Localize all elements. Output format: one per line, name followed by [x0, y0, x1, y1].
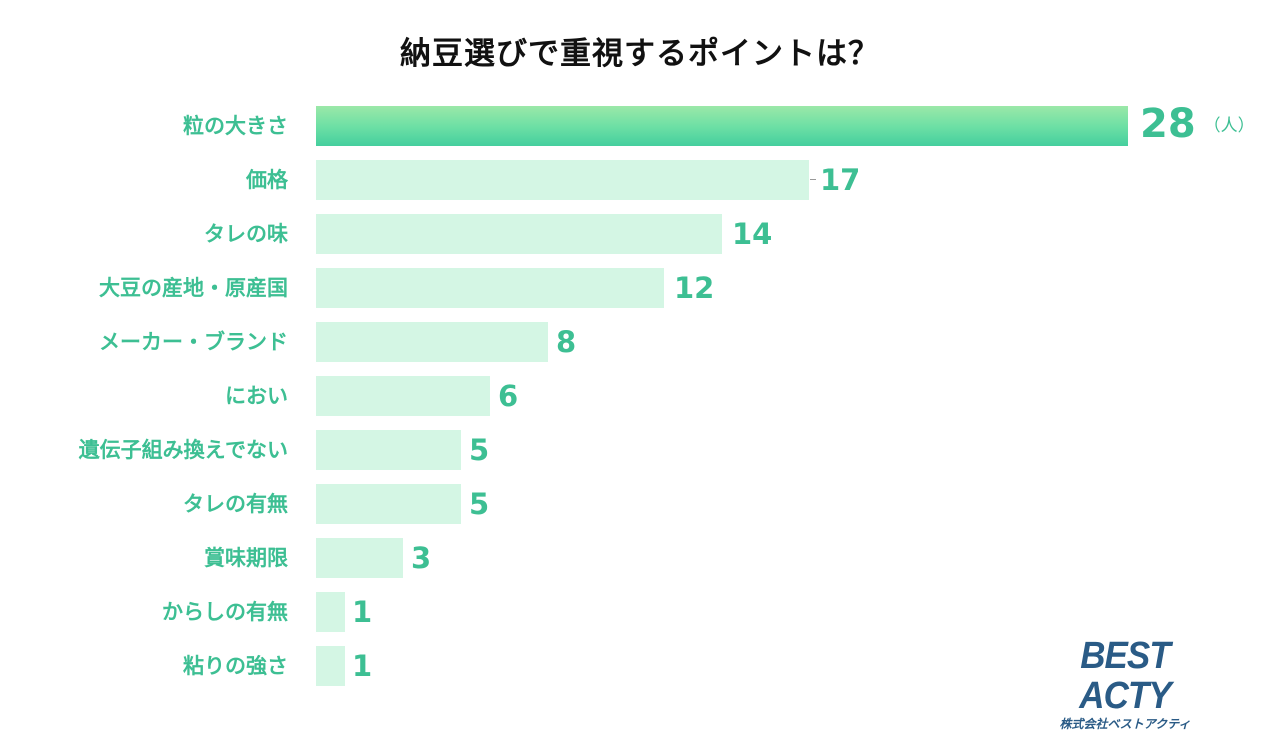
leader-tick [810, 179, 816, 180]
category-label: 粒の大きさ [183, 114, 288, 138]
bar [316, 322, 548, 362]
category-label: タレの味 [204, 222, 288, 246]
chart-row-7: タレの有無 5 [0, 484, 1280, 524]
value-label: 5 [469, 487, 490, 521]
chart-title: 納豆選びで重視するポイントは？ [400, 36, 880, 72]
category-label: メーカー・ブランド [99, 330, 288, 354]
category-label: 賞味期限 [204, 546, 288, 570]
category-label: 遺伝子組み換えでない [78, 438, 288, 462]
chart-row-2: タレの味 14 [0, 214, 1280, 254]
chart-row-8: 賞味期限 3 [0, 538, 1280, 578]
value-label: 6 [498, 379, 519, 413]
category-label: 大豆の産地・原産国 [99, 276, 288, 300]
chart-row-1: 価格 17 [0, 160, 1280, 200]
value-label: 17 [820, 163, 861, 197]
bar [316, 646, 345, 686]
value-label: 12 [674, 271, 715, 305]
bar [316, 484, 461, 524]
company-logo: BEST ACTY 株式会社ベストアクティ [1030, 636, 1220, 732]
unit-label: （人） [1203, 116, 1255, 136]
category-label: タレの有無 [183, 492, 288, 516]
bar [316, 430, 461, 470]
value-label: 5 [469, 433, 490, 467]
chart-row-4: メーカー・ブランド 8 [0, 322, 1280, 362]
value-label: 28 （人） [1140, 101, 1255, 147]
value-label: 14 [732, 217, 773, 251]
value-label: 8 [556, 325, 577, 359]
bar [316, 538, 403, 578]
bar [316, 376, 490, 416]
chart-row-10: 粘りの強さ 1 [0, 646, 1280, 686]
chart-row-3: 大豆の産地・原産国 12 [0, 268, 1280, 308]
bar [316, 160, 809, 200]
category-label: 価格 [246, 168, 288, 192]
chart-row-0: 粒の大きさ 28 （人） [0, 101, 1280, 147]
logo-company-name: 株式会社ベストアクティ [1059, 717, 1191, 731]
chart-row-5: におい 6 [0, 376, 1280, 416]
chart-row-6: 遺伝子組み換えでない 5 [0, 430, 1280, 470]
bar [316, 268, 664, 308]
chart-row-9: からしの有無 1 [0, 592, 1280, 632]
bar [316, 592, 345, 632]
value-label: 1 [352, 649, 373, 683]
bar-highlight [316, 106, 1128, 146]
logo-wordmark: BEST ACTY [1079, 635, 1171, 717]
category-label: 粘りの強さ [183, 654, 288, 678]
value-label: 1 [352, 595, 373, 629]
category-label: におい [225, 384, 288, 408]
value-label: 3 [411, 541, 432, 575]
category-label: からしの有無 [162, 600, 288, 624]
bar [316, 214, 722, 254]
